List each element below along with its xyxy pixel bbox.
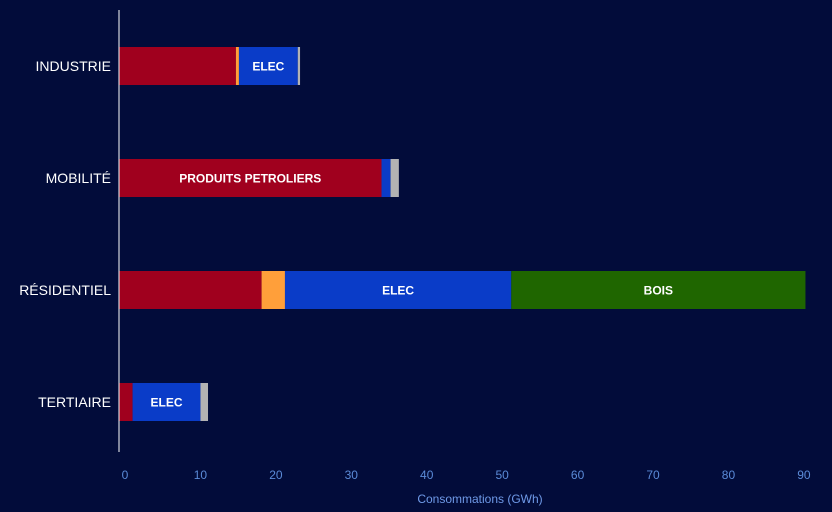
bar-segment-elec [132,383,201,421]
bar-segment-autres [390,159,399,197]
bar-segment-gaz [235,47,239,85]
bar-segment-elec [238,47,298,85]
bar-segment-produits_petroliers [119,159,382,197]
category-label: INDUSTRIE [36,58,111,74]
bars-group: ELEC PRODUITS PETROLIERS ELEC BOIS ELEC [119,47,806,421]
bar-segment-produits_petroliers [119,271,262,309]
segment-label: ELEC [382,284,414,298]
segment-label: BOIS [644,284,673,298]
x-tick-label: 90 [797,468,811,482]
x-tick-label: 40 [420,468,434,482]
x-tick-label: 0 [122,468,129,482]
category-labels-group: INDUSTRIE MOBILITÉ RÉSIDENTIEL TERTIAIRE [19,58,111,410]
x-tick-label: 60 [571,468,585,482]
x-tick-label: 30 [345,468,359,482]
x-tick-label: 10 [194,468,208,482]
x-tick-label: 70 [646,468,660,482]
x-tick-labels-group: 0 10 20 30 40 50 60 70 80 90 [122,468,811,482]
x-axis-label: Consommations (GWh) [417,492,542,506]
category-label: TERTIAIRE [38,394,111,410]
bar-segment-autres [297,47,301,85]
category-label: RÉSIDENTIEL [19,282,111,298]
segment-label: ELEC [252,60,284,74]
bar-segment-produits_petroliers [119,383,133,421]
bar-segment-elec [284,271,512,309]
bar-segment-gaz [261,271,285,309]
segment-label: PRODUITS PETROLIERS [179,172,321,186]
x-tick-label: 80 [722,468,736,482]
bar-segment-produits_petroliers [119,47,236,85]
bar-segment-bois [511,271,806,309]
segment-label: ELEC [151,396,183,410]
category-label: MOBILITÉ [46,170,111,186]
bar-segment-elec [381,159,391,197]
x-tick-label: 50 [495,468,509,482]
x-tick-label: 20 [269,468,283,482]
bar-segment-autres [200,383,209,421]
